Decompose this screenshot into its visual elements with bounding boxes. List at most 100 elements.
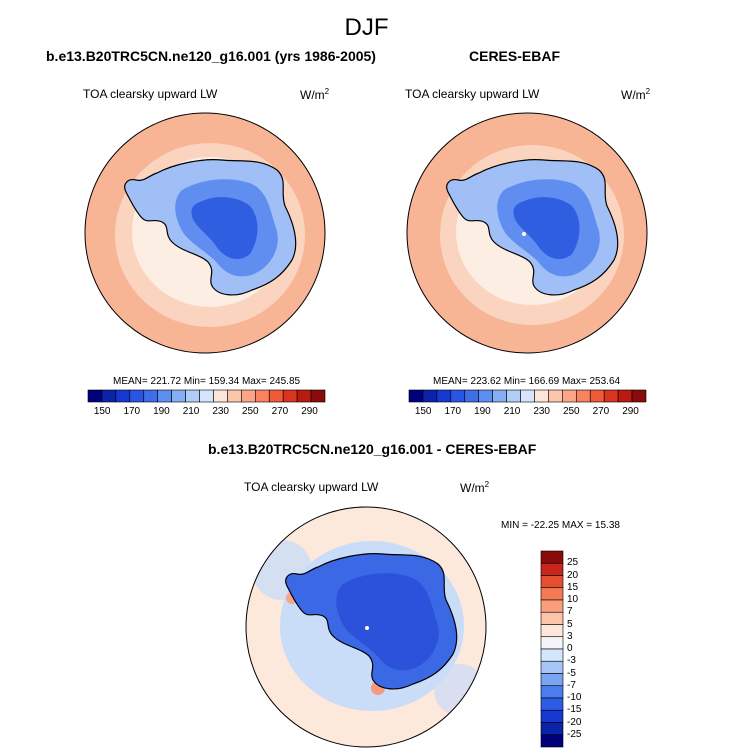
panel-1-map (85, 113, 325, 353)
panel-2-colorbar (408, 389, 647, 403)
panel-1-colorbar-swatch (213, 389, 228, 403)
panel-3-colorbar-swatch (540, 709, 564, 723)
panel-1-colorbar-swatch (282, 389, 298, 403)
panel-1-colorbar-swatch (115, 389, 131, 403)
panel-2-colorbar-swatch (534, 389, 549, 403)
panel-1-colorbar-swatch (171, 389, 186, 403)
panel-1-colorbar-swatch (143, 389, 159, 403)
panel-2-colorbar-swatch (562, 389, 577, 403)
panel-2-colorbar-tick-label: 250 (562, 406, 580, 417)
panel-1-colorbar-swatch (199, 389, 214, 403)
panel-3-colorbar-swatch (540, 624, 564, 638)
panel-2-colorbar-tick-label: 170 (444, 406, 462, 417)
panel-3-colorbar-swatch (540, 611, 564, 625)
panel-2-colorbar-swatch (436, 389, 452, 403)
panel-3-colorbar-tick-label: 15 (567, 581, 579, 593)
panel-1-colorbar-tick-label: 190 (153, 406, 170, 417)
panel-2-colorbar-tick-label: 150 (414, 406, 432, 417)
panel-3-colorbar-swatch (540, 575, 564, 589)
panel-1-map-border (84, 112, 326, 354)
panel-3-colorbar-tick-label: 3 (567, 630, 573, 642)
panel-1-colorbar-tick-label: 150 (93, 406, 111, 417)
panel-1-stats: MEAN= 221.72 Min= 159.34 Max= 245.85 (113, 376, 301, 387)
panel-2-map (407, 113, 647, 353)
panel-2-map-border (406, 112, 648, 354)
panel-2-variable: TOA clearsky upward LW (405, 87, 540, 101)
panel-2-colorbar-swatch (450, 389, 466, 403)
panel-3-colorbar-swatch (540, 648, 564, 662)
panel-2-pole-marker (522, 232, 526, 236)
panel-3-colorbar-tick-label: -10 (567, 692, 582, 703)
panel-1-colorbar-tick-label: 270 (271, 406, 289, 417)
panel-3-colorbar-tick-label: 20 (567, 569, 579, 581)
panel-2-colorbar-swatch (631, 389, 647, 403)
panel-3-map (246, 507, 486, 747)
panel-2-colorbar-swatch (617, 389, 633, 403)
panel-2-colorbar-tick-label: 270 (592, 406, 610, 417)
panel-3-colorbar-swatch (540, 685, 564, 699)
panel-1-colorbar-tick-label: 170 (123, 406, 141, 417)
panel-3-map-border (245, 506, 487, 748)
panel-3-colorbar-tick-label: -7 (567, 679, 576, 691)
panel-1-colorbar-swatch (185, 389, 200, 403)
panel-2-colorbar-swatch (408, 389, 424, 403)
panel-3-colorbar-swatch (540, 550, 564, 564)
panel-3-colorbar-tick-label: 7 (567, 606, 573, 618)
panel-2-colorbar-swatch (548, 389, 563, 403)
panel-1-variable: TOA clearsky upward LW (83, 87, 218, 101)
panel-3-colorbar-swatch (540, 734, 564, 748)
panel-1-colorbar-swatch (241, 389, 256, 403)
panel-3-colorbar-tick-label: -25 (567, 728, 582, 740)
panel-2-colorbar-tick-label: 290 (622, 406, 639, 417)
panel-1-colorbar-tick-label: 290 (301, 406, 318, 417)
panel-1-colorbar-swatch (101, 389, 117, 403)
panel-2-colorbar-swatch (506, 389, 521, 403)
panel-3-colorbar-swatch (540, 722, 564, 736)
panel-3-colorbar-swatch (540, 697, 564, 711)
panel-2-colorbar-tick-label: 230 (533, 406, 550, 417)
panel-2-colorbar-tick-label: 210 (503, 406, 521, 417)
panel-3-colorbar-swatch (540, 599, 564, 613)
panel-3-colorbar-swatch (540, 636, 564, 650)
panel-1-colorbar-swatch (157, 389, 172, 403)
panel-2-colorbar-swatch (478, 389, 493, 403)
panel-3-colorbar-tick-label: 25 (567, 557, 579, 569)
panel-3-colorbar-tick-label: -5 (567, 667, 576, 679)
panel-3-colorbar-tick-label: 5 (567, 618, 573, 630)
panel-2-colorbar-swatch (422, 389, 438, 403)
panel-1-colorbar-swatch (310, 389, 326, 403)
panel-1-colorbar-swatch (129, 389, 145, 403)
panel-1-title: b.e13.B20TRC5CN.ne120_g16.001 (yrs 1986-… (46, 48, 376, 64)
panel-2-colorbar-tick-label: 190 (474, 406, 491, 417)
panel-2-colorbar-swatch (575, 389, 591, 403)
panel-3-colorbar (540, 550, 564, 748)
panel-2-colorbar-swatch (464, 389, 480, 403)
panel-1-colorbar-swatch (254, 389, 270, 403)
panel-1-colorbar-swatch (296, 389, 312, 403)
panel-3-units: W/m2 (460, 480, 490, 495)
panel-2-units: W/m2 (621, 87, 651, 102)
panel-3-colorbar-tick-label: -20 (567, 716, 582, 728)
panel-3-variable: TOA clearsky upward LW (244, 480, 379, 494)
panel-2-colorbar-swatch (492, 389, 507, 403)
panel-1-colorbar-tick-label: 210 (182, 406, 200, 417)
panel-3-stats: MIN = -22.25 MAX = 15.38 (501, 520, 620, 531)
panel-1-colorbar-tick-label: 250 (241, 406, 259, 417)
panel-2-colorbar-swatch (589, 389, 605, 403)
panel-3-colorbar-swatch (540, 673, 564, 687)
panel-3-colorbar-swatch (540, 562, 564, 576)
panel-1-colorbar-swatch (227, 389, 242, 403)
panel-2-stats: MEAN= 223.62 Min= 166.69 Max= 253.64 (433, 376, 621, 387)
panel-3-colorbar-swatch (540, 660, 564, 674)
panel-1-colorbar-tick-label: 230 (212, 406, 229, 417)
page-title: DJF (344, 14, 389, 41)
panel-3-colorbar-tick-label: -15 (567, 704, 582, 716)
panel-1-colorbar-swatch (87, 389, 103, 403)
panel-3-colorbar-tick-label: -3 (567, 655, 576, 667)
panel-3-colorbar-tick-label: 0 (567, 643, 573, 654)
panel-3-colorbar-swatch (540, 587, 564, 601)
panel-3-pole-marker (365, 626, 369, 630)
panel-2-colorbar-swatch (603, 389, 619, 403)
panel-3-title: b.e13.B20TRC5CN.ne120_g16.001 - CERES-EB… (208, 441, 537, 457)
